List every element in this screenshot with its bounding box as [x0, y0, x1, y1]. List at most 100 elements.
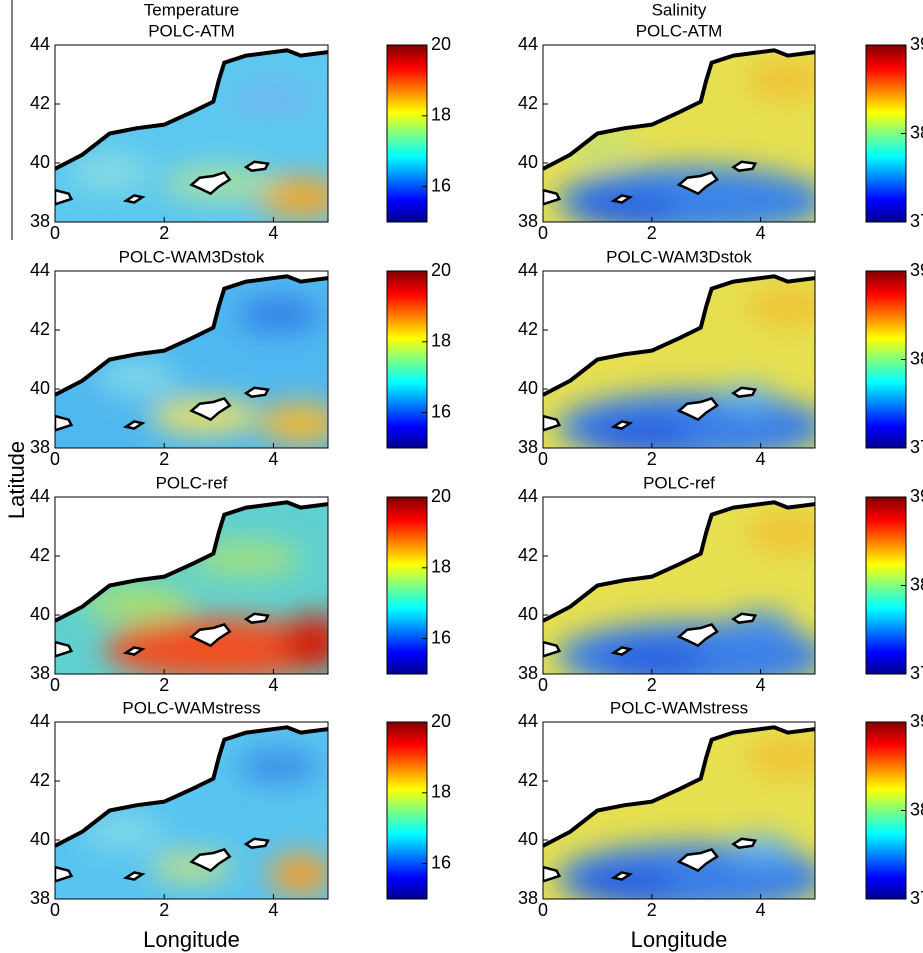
land [543, 45, 815, 169]
x-tick-label: 0 [538, 223, 548, 243]
island [189, 622, 232, 648]
colorbar-tick-label: 20 [431, 486, 451, 506]
y-tick-label: 40 [30, 378, 50, 398]
colorbar-tick-label: 18 [431, 105, 451, 125]
axes-box [542, 496, 816, 675]
field-patch [583, 416, 693, 448]
panel-title: POLC-ref [156, 473, 228, 492]
y-tick-label: 38 [518, 888, 538, 908]
coastline [55, 725, 328, 848]
y-tick-label: 38 [518, 211, 538, 231]
axes-box [542, 721, 816, 900]
panel-title: POLC-WAMstress [122, 698, 260, 717]
x-tick-label: 2 [159, 675, 169, 695]
island [610, 194, 634, 204]
field-patch [237, 297, 320, 333]
field-patch [747, 62, 815, 99]
colorbar [865, 270, 907, 449]
colorbar [865, 721, 907, 900]
map-panel: POLC-WAMstress 0 2 4 38 40 42 44 Longitude 16 18 20 [30, 698, 451, 951]
field-patches [68, 80, 328, 219]
y-tick-label: 40 [30, 829, 50, 849]
map-panel: Salinity POLC-ATM 0 2 4 38 40 42 44 37 38 39 [518, 0, 923, 242]
y-tick-label: 44 [518, 486, 538, 506]
column-title: Salinity [652, 0, 707, 19]
field [55, 722, 328, 899]
column-title: Temperature [144, 0, 239, 19]
y-tick-label: 42 [30, 770, 50, 790]
y-tick-label: 42 [518, 770, 538, 790]
island [189, 847, 232, 873]
field-patch [281, 613, 328, 671]
y-tick-label: 44 [30, 34, 50, 54]
field-patch [82, 814, 165, 850]
island [610, 871, 634, 881]
y-tick-label: 44 [518, 260, 538, 280]
island [122, 646, 146, 656]
y-axis-label: Latitude [4, 441, 29, 519]
island [610, 420, 634, 430]
field [543, 497, 815, 674]
field-patch [68, 154, 151, 191]
colorbar-tick-label: 18 [431, 782, 451, 802]
field-patch [257, 175, 328, 219]
island [543, 865, 562, 883]
y-tick-label: 38 [30, 211, 50, 231]
island [676, 396, 719, 422]
y-tick-label: 44 [30, 711, 50, 731]
colorbar-tick-label: 38 [910, 348, 923, 368]
field-patch [747, 288, 815, 325]
x-tick-label: 0 [50, 449, 60, 469]
coastline [55, 48, 328, 171]
y-tick-label: 42 [518, 319, 538, 339]
colorbar-tick-label: 38 [910, 122, 923, 142]
axes-box [54, 721, 329, 900]
colorbar-tick-label: 38 [910, 574, 923, 594]
land [543, 722, 815, 846]
colorbar [865, 496, 907, 675]
x-tick-label: 4 [756, 223, 766, 243]
land [543, 271, 815, 395]
x-axis-label: Longitude [631, 927, 728, 952]
axes-box [542, 44, 816, 223]
island [189, 396, 232, 422]
field-patch [259, 401, 328, 445]
field [543, 271, 815, 448]
colorbar-tick-label: 18 [431, 331, 451, 351]
colorbar [386, 44, 428, 223]
x-tick-label: 4 [756, 900, 766, 920]
colorbar [386, 721, 428, 900]
panel-title: POLC-ATM [148, 21, 235, 40]
x-tick-label: 2 [159, 900, 169, 920]
island [55, 865, 74, 883]
island [610, 646, 634, 656]
y-tick-label: 38 [518, 437, 538, 457]
x-tick-label: 0 [538, 675, 548, 695]
island [55, 188, 74, 206]
x-tick-label: 4 [268, 900, 278, 920]
colorbar [865, 44, 907, 223]
colorbar-tick-label: 37 [910, 437, 923, 457]
x-tick-label: 0 [50, 223, 60, 243]
axes-box [542, 270, 816, 449]
colorbar-tick-label: 39 [910, 260, 923, 280]
y-tick-label: 42 [518, 93, 538, 113]
map-panel: Temperature POLC-ATM 0 2 4 38 40 42 44 16 18 20 [30, 0, 451, 242]
y-tick-label: 44 [30, 260, 50, 280]
panel-title: POLC-ATM [636, 21, 723, 40]
axes-box [54, 496, 329, 675]
x-tick-label: 2 [647, 675, 657, 695]
y-tick-label: 42 [30, 545, 50, 565]
map-panel: POLC-WAM3Dstok 0 2 4 38 40 42 44 16 18 20 [30, 247, 451, 468]
coastline [543, 500, 815, 623]
y-tick-label: 40 [30, 604, 50, 624]
x-tick-label: 2 [647, 449, 657, 469]
island [243, 612, 270, 624]
map-panel: POLC-ref 0 2 4 38 40 42 44 16 18 20 [30, 473, 451, 694]
island [543, 414, 562, 432]
coastline [55, 274, 328, 397]
colorbar-tick-label: 39 [910, 711, 923, 731]
y-tick-label: 40 [518, 378, 538, 398]
field [55, 45, 328, 222]
axes-box [54, 44, 329, 223]
